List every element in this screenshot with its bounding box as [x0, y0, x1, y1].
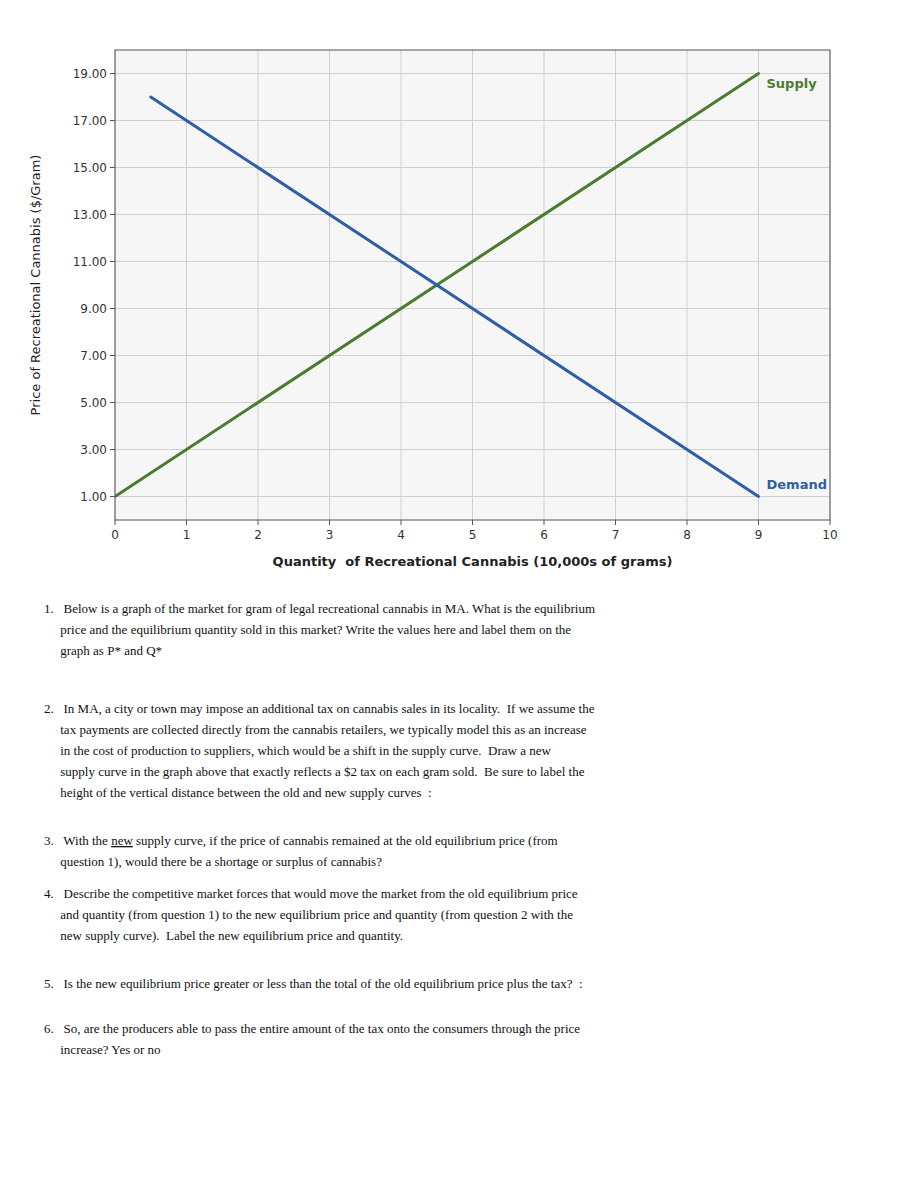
tick-mark — [401, 520, 402, 525]
tick-mark — [110, 120, 115, 121]
tick-mark — [110, 261, 115, 262]
grid-line — [115, 402, 830, 403]
tick-label: 4 — [397, 528, 405, 542]
plot-frame — [115, 50, 830, 520]
tick-mark — [110, 355, 115, 356]
question-line: tax payments are collected directly from… — [44, 722, 587, 737]
series-label: Demand — [767, 477, 828, 492]
series-labels: Supply Demand — [767, 76, 828, 492]
question-line: 2. In MA, a city or town may impose an a… — [44, 701, 595, 716]
question-line: 6. So, are the producers able to pass th… — [44, 1021, 580, 1036]
question-text: 3. With the — [44, 833, 111, 848]
figure: 0 1 2 3 4 5 6 7 8 9 10 1.00 3.00 5.00 7.00 9.00 11.00 13.… — [0, 0, 907, 1200]
tick-label: 8 — [683, 528, 691, 542]
tick-mark — [110, 402, 115, 403]
tick-mark — [110, 167, 115, 168]
question-line: 3. With the new supply curve, if the pri… — [44, 833, 558, 848]
question-line: price and the equilibrium quantity sold … — [44, 622, 571, 637]
question-line: graph as P* and Q* — [44, 643, 162, 658]
series-label: Supply — [767, 76, 818, 91]
grid-line — [115, 73, 830, 74]
tick-label: 0 — [111, 528, 119, 542]
tick-label: 5.00 — [80, 396, 107, 410]
tick-mark — [258, 520, 259, 525]
tick-mark — [186, 520, 187, 525]
plot-background — [115, 50, 830, 520]
grid-line — [115, 167, 830, 168]
tick-mark — [110, 496, 115, 497]
tick-label: 3.00 — [80, 443, 107, 457]
tick-label: 5 — [469, 528, 477, 542]
tick-label: 7 — [612, 528, 620, 542]
tick-mark — [110, 449, 115, 450]
question-line: in the cost of production to suppliers, … — [44, 743, 552, 758]
axes: 0 1 2 3 4 5 6 7 8 9 10 1.00 3.00 5.00 7.00 9.00 11.00 13.… — [73, 67, 838, 543]
tick-label: 17.00 — [73, 114, 107, 128]
tick-mark — [329, 520, 330, 525]
question-line: new supply curve). Label the new equilib… — [44, 928, 403, 943]
tick-label: 6 — [540, 528, 548, 542]
series-group — [115, 74, 759, 497]
question-line: increase? Yes or no — [44, 1042, 167, 1057]
tick-label: 9 — [755, 528, 763, 542]
question-line: and quantity (from question 1) to the ne… — [44, 907, 573, 922]
question-line: 4. Describe the competitive market force… — [44, 886, 578, 901]
tick-mark — [110, 214, 115, 215]
tick-mark — [472, 520, 473, 525]
tick-label: 2 — [254, 528, 262, 542]
grid-line — [115, 120, 830, 121]
tick-label: 10 — [822, 528, 837, 542]
question-text: new — [111, 833, 133, 848]
questions: 1. Below is a graph of the market for gr… — [44, 601, 595, 1057]
tick-mark — [830, 520, 831, 525]
question-line: 1. Below is a graph of the market for gr… — [44, 601, 595, 616]
question-line: height of the vertical distance between … — [44, 785, 432, 800]
tick-mark — [110, 308, 115, 309]
grid-line — [115, 214, 830, 215]
tick-label: 19.00 — [73, 67, 107, 81]
tick-label: 7.00 — [80, 349, 107, 363]
tick-label: 1 — [183, 528, 191, 542]
grid-line — [115, 355, 830, 356]
series-line — [151, 97, 759, 497]
grid-line — [115, 496, 830, 497]
tick-mark — [115, 520, 116, 525]
question-text: supply curve, if the price of cannabis r… — [133, 833, 558, 848]
grid-line — [115, 449, 830, 450]
tick-label: 15.00 — [73, 161, 107, 175]
tick-mark — [615, 520, 616, 525]
grid — [115, 50, 830, 520]
question-line: question 1), would there be a shortage o… — [44, 854, 382, 869]
tick-mark — [544, 520, 545, 525]
tick-label: 1.00 — [80, 490, 107, 504]
y-axis-label: Price of Recreational Cannabis ($/Gram) — [28, 155, 43, 416]
x-axis-label: Quantity of Recreational Cannabis (10,00… — [273, 554, 673, 569]
tick-label: 9.00 — [80, 302, 107, 316]
tick-label: 11.00 — [73, 255, 107, 269]
tick-label: 13.00 — [73, 208, 107, 222]
question-line: supply curve in the graph above that exa… — [44, 764, 585, 779]
question-line: 5. Is the new equilibrium price greater … — [44, 976, 583, 991]
tick-mark — [110, 73, 115, 74]
tick-mark — [758, 520, 759, 525]
tick-mark — [687, 520, 688, 525]
tick-label: 3 — [326, 528, 334, 542]
series-line — [115, 74, 759, 497]
